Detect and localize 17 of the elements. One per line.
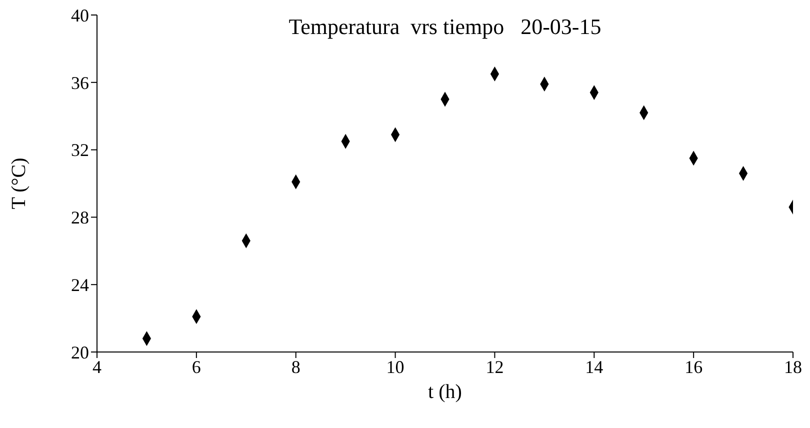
x-tick-label: 6 — [192, 356, 201, 377]
x-tick-label: 8 — [291, 356, 300, 377]
x-axis-title: t (h) — [428, 381, 462, 403]
y-tick-label: 36 — [71, 72, 89, 93]
chart-title: Temperatura vrs tiempo 20-03-15 — [288, 14, 602, 40]
x-tick-label: 14 — [585, 356, 604, 377]
y-tick-label: 32 — [71, 140, 89, 160]
y-tick-label: 28 — [71, 208, 89, 228]
x-tick-label: 4 — [92, 356, 102, 377]
y-tick-label: 24 — [71, 274, 89, 295]
x-tick-label: 18 — [784, 356, 802, 377]
x-tick-label: 16 — [684, 356, 703, 377]
y-tick-label: 20 — [71, 342, 89, 362]
x-tick-label: 10 — [386, 356, 404, 377]
y-tick-label: 40 — [71, 5, 89, 26]
x-tick-label: 12 — [486, 356, 504, 377]
y-axis-title: T (°C) — [8, 158, 30, 210]
